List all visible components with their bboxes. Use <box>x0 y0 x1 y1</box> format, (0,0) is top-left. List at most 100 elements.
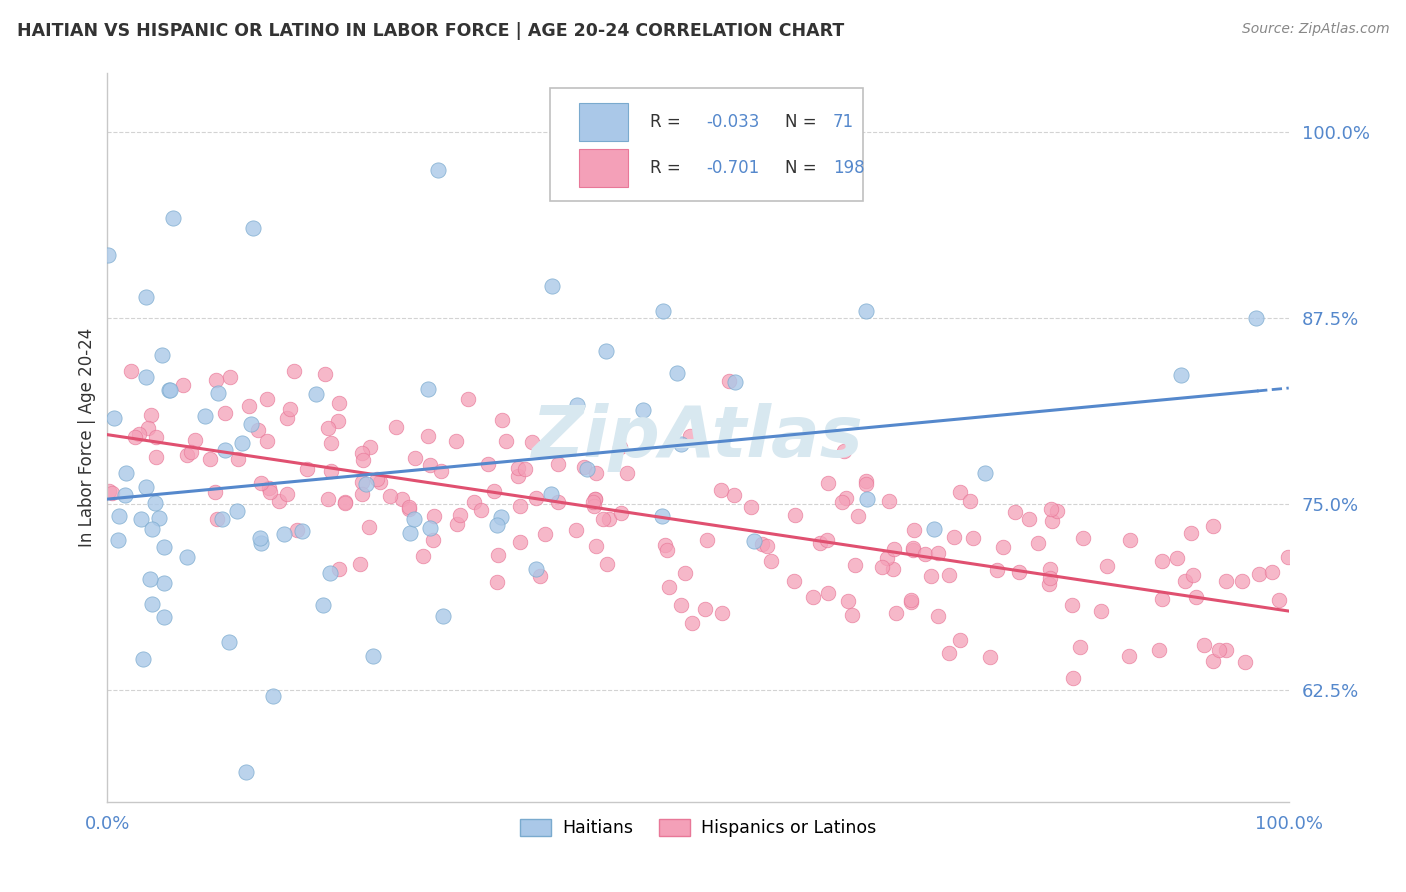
Point <box>283 363 305 377</box>
Point <box>328 395 350 409</box>
Point <box>870 560 893 574</box>
Point <box>815 533 838 548</box>
Text: N =: N = <box>786 113 823 131</box>
Point <box>316 491 339 506</box>
Point <box>273 527 295 541</box>
Point <box>249 531 271 545</box>
Point <box>235 765 257 780</box>
Text: -0.033: -0.033 <box>706 113 759 131</box>
Point <box>108 508 131 523</box>
Text: -0.701: -0.701 <box>706 159 759 177</box>
Point <box>176 448 198 462</box>
Point <box>432 608 454 623</box>
Point <box>226 452 249 467</box>
Point <box>986 563 1008 577</box>
Point <box>943 530 966 544</box>
Point <box>495 434 517 449</box>
Point <box>267 493 290 508</box>
Point <box>515 461 537 475</box>
Point <box>756 539 779 553</box>
Text: N =: N = <box>786 159 823 177</box>
Point <box>914 547 936 561</box>
Point <box>585 466 607 480</box>
Point <box>751 537 773 551</box>
Point <box>817 585 839 599</box>
Point <box>120 363 142 377</box>
Text: HAITIAN VS HISPANIC OR LATINO IN LABOR FORCE | AGE 20-24 CORRELATION CHART: HAITIAN VS HISPANIC OR LATINO IN LABOR F… <box>17 22 844 40</box>
Point <box>416 429 439 443</box>
Point <box>207 512 229 526</box>
Point <box>404 450 426 465</box>
Point <box>359 519 381 533</box>
Point <box>352 487 374 501</box>
Point <box>724 375 747 389</box>
Point <box>159 383 181 397</box>
Point <box>1208 643 1230 657</box>
Point <box>883 541 905 556</box>
Point <box>832 444 855 458</box>
Point <box>1150 592 1173 607</box>
Point <box>1039 562 1062 576</box>
Point <box>1215 574 1237 589</box>
Point <box>938 567 960 582</box>
Point <box>948 484 970 499</box>
Point <box>172 378 194 392</box>
Point <box>808 536 831 550</box>
Point <box>592 512 614 526</box>
Point <box>974 466 997 480</box>
Point <box>316 421 339 435</box>
Point <box>844 558 866 572</box>
Point <box>305 387 328 401</box>
Point <box>141 522 163 536</box>
Point <box>1249 567 1271 582</box>
Point <box>259 484 281 499</box>
Point <box>529 569 551 583</box>
Point <box>1073 531 1095 545</box>
Point <box>157 384 180 398</box>
Point <box>1118 649 1140 664</box>
Point <box>1040 514 1063 528</box>
Point <box>145 430 167 444</box>
Point <box>509 499 531 513</box>
Point <box>214 443 236 458</box>
Point <box>1097 559 1119 574</box>
Point <box>855 477 877 491</box>
Point <box>333 495 356 509</box>
Point <box>1147 642 1170 657</box>
Point <box>1181 568 1204 582</box>
Point <box>1174 574 1197 589</box>
Point <box>506 460 529 475</box>
Point <box>903 541 925 555</box>
Point <box>1004 505 1026 519</box>
Point <box>115 466 138 480</box>
Point <box>855 303 877 318</box>
Point <box>446 516 468 531</box>
Point <box>740 500 762 514</box>
FancyBboxPatch shape <box>579 149 628 186</box>
Point <box>991 540 1014 554</box>
Point <box>841 608 863 623</box>
Point <box>654 538 676 552</box>
Point <box>979 650 1001 665</box>
Point <box>211 512 233 526</box>
Point <box>1202 518 1225 533</box>
Point <box>380 489 402 503</box>
Point <box>922 522 945 536</box>
Point <box>423 509 446 524</box>
Point <box>145 450 167 464</box>
Point <box>352 446 374 460</box>
Point <box>595 343 617 358</box>
Point <box>290 524 312 538</box>
Point <box>520 435 543 450</box>
Point <box>103 411 125 425</box>
Point <box>681 615 703 630</box>
Point <box>219 369 242 384</box>
Point <box>1192 638 1215 652</box>
Point <box>319 435 342 450</box>
Point <box>1166 551 1188 566</box>
Point <box>658 580 681 594</box>
Point <box>242 221 264 235</box>
Point <box>385 420 408 434</box>
Point <box>671 598 693 612</box>
Point <box>314 368 336 382</box>
